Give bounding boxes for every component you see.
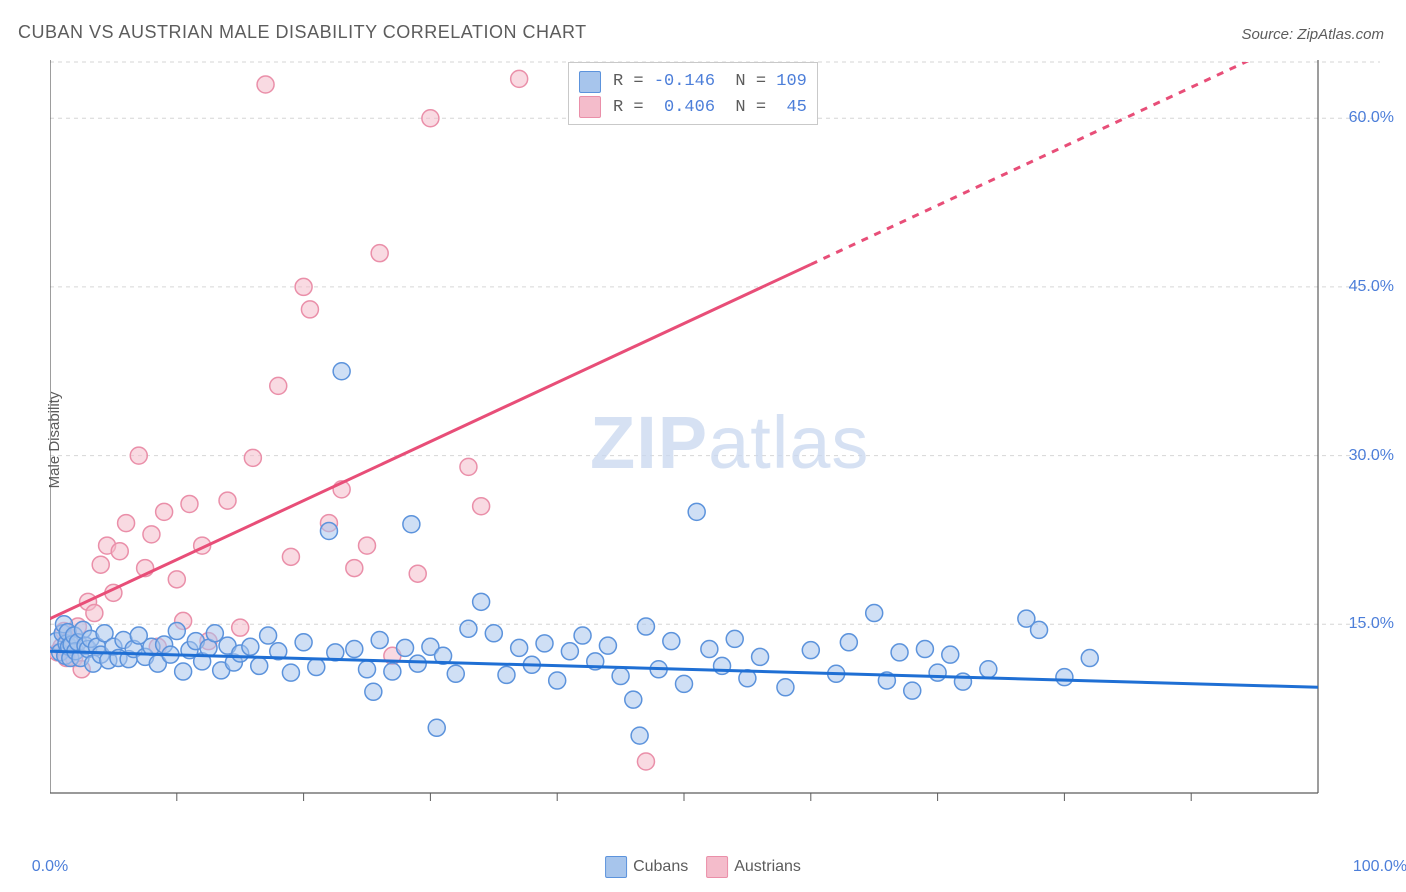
ytick-label: 30.0%: [1349, 447, 1394, 465]
plot-svg: [50, 58, 1380, 823]
chart-title: CUBAN VS AUSTRIAN MALE DISABILITY CORREL…: [18, 22, 587, 43]
legend-label: Austrians: [734, 858, 801, 876]
ytick-label: 15.0%: [1349, 615, 1394, 633]
x-start-label: 0.0%: [32, 858, 68, 876]
ytick-label: 45.0%: [1349, 278, 1394, 296]
stats-text: R = -0.146 N = 109: [613, 69, 807, 95]
legend-label: Cubans: [633, 858, 688, 876]
stats-text: R = 0.406 N = 45: [613, 95, 807, 121]
legend-item-austrians[interactable]: Austrians: [706, 856, 801, 878]
stats-legend-box: R = -0.146 N = 109R = 0.406 N = 45: [568, 62, 818, 125]
stats-row: R = -0.146 N = 109: [579, 69, 807, 95]
plot-area: [50, 58, 1380, 823]
source-attribution: Source: ZipAtlas.com: [1241, 26, 1384, 43]
legend-item-cubans[interactable]: Cubans: [605, 856, 688, 878]
stats-row: R = 0.406 N = 45: [579, 95, 807, 121]
swatch-icon: [706, 856, 728, 878]
x-end-label: 100.0%: [1353, 858, 1406, 876]
swatch-icon: [579, 71, 601, 93]
swatch-icon: [579, 96, 601, 118]
ytick-label: 60.0%: [1349, 109, 1394, 127]
chart-frame: CUBAN VS AUSTRIAN MALE DISABILITY CORREL…: [0, 0, 1406, 892]
legend-bottom: Cubans Austrians: [605, 856, 801, 878]
swatch-icon: [605, 856, 627, 878]
